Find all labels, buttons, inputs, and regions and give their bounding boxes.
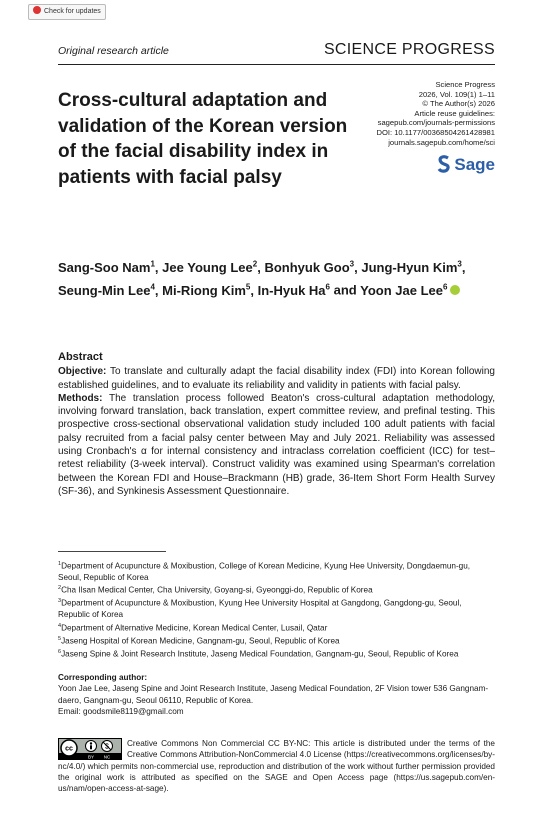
affiliation-number: 3 <box>58 598 62 605</box>
affiliation-number: 5 <box>58 635 62 642</box>
author: Mi-Riong Kim5, <box>162 282 254 298</box>
badge-text: Check for updates <box>44 8 101 15</box>
section-label: Objective: <box>58 366 107 378</box>
author: Jung-Hyun Kim3, <box>361 260 465 275</box>
author-name: In-Hyuk Ha <box>257 282 326 298</box>
author-name: Mi-Riong Kim <box>162 282 246 298</box>
meta-line: Science Progress <box>435 80 495 89</box>
affiliation-number: 4 <box>58 622 62 629</box>
corresponding-line: Email: goodsmile8119@gmail.com <box>58 706 184 716</box>
corresponding-heading: Corresponding author: <box>58 673 148 682</box>
header-rule <box>58 64 495 65</box>
author-separator: , <box>154 260 159 276</box>
orcid-icon <box>450 284 461 295</box>
svg-text:$: $ <box>105 744 109 751</box>
author: Seung-Min Lee4, <box>58 282 159 298</box>
author-affiliation: 4 <box>150 282 155 292</box>
svg-text:cc: cc <box>65 746 73 753</box>
affiliation-text: Department of Alternative Medicine, Kore… <box>61 623 328 633</box>
section-text: To translate and culturally adapt the fa… <box>58 366 495 391</box>
journal-name: SCIENCE PROGRESS <box>323 41 495 58</box>
license-text: Creative Commons Non Commercial CC BY-NC… <box>58 739 495 794</box>
affiliation: 1Department of Acupuncture & Moxibustion… <box>58 559 495 583</box>
section-label: Methods: <box>58 392 103 404</box>
affiliation-text: Department of Acupuncture & Moxibustion,… <box>58 599 462 620</box>
author-separator: and <box>333 282 357 298</box>
sage-mark <box>438 155 451 173</box>
author-affiliation: 3 <box>349 260 355 269</box>
affiliation-number: 1 <box>58 561 62 567</box>
affiliations: 1Department of Acupuncture & Moxibustion… <box>58 559 495 660</box>
author-affiliation: 5 <box>245 282 251 292</box>
cc-by-label: BY <box>88 754 94 759</box>
abstract-body: Objective: To translate and culturally a… <box>58 365 495 498</box>
author-affiliation: 2 <box>252 260 258 269</box>
affiliation-text: Jaseng Hospital of Korean Medicine, Gang… <box>61 636 340 646</box>
author: Jee Young Lee2, <box>162 260 261 275</box>
cc-badge: cc $ BY NC <box>58 738 122 760</box>
update-badge[interactable]: Check for updates <box>28 4 106 20</box>
meta-line: 2026, Vol. 109(1) 1–11 <box>418 89 495 99</box>
author-separator: , <box>250 282 254 298</box>
affiliation: 3Department of Acupuncture & Moxibustion… <box>58 596 495 620</box>
author-affiliation: 6 <box>442 282 448 292</box>
author-separator: , <box>154 282 159 298</box>
author: Sang-Soo Nam1, <box>58 260 159 275</box>
section-text: The translation process followed Beaton'… <box>58 392 495 497</box>
cc-nc-label: NC <box>104 754 111 759</box>
meta-line: journals.sagepub.com/home/sci <box>388 137 495 147</box>
author-affiliation: 6 <box>325 282 330 292</box>
affiliation: 2Cha Ilsan Medical Center, Cha Universit… <box>58 583 495 596</box>
abstract-section: Methods: The translation process followe… <box>58 392 495 498</box>
author-separator: , <box>461 260 466 276</box>
author-list: Sang-Soo Nam1, Jee Young Lee2, Bonhyuk G… <box>58 255 498 300</box>
affiliation-text: Department of Acupuncture & Moxibustion,… <box>58 561 471 583</box>
footnote-rule <box>58 551 166 552</box>
author: Bonhyuk Goo3, <box>264 260 357 275</box>
affiliation: 5Jaseng Hospital of Korean Medicine, Gan… <box>58 634 495 647</box>
affiliation-number: 6 <box>58 648 62 655</box>
publisher-name: Sage <box>454 155 495 174</box>
meta-line: sagepub.com/journals-permissions <box>377 118 495 128</box>
author-name: Bonhyuk Goo <box>264 260 350 276</box>
author-separator: , <box>354 260 358 276</box>
affiliation-number: 2 <box>58 585 62 592</box>
author: In-Hyuk Ha6 <box>257 282 330 298</box>
affiliation-text: Cha Ilsan Medical Center, Cha University… <box>61 586 373 596</box>
corresponding-line: Yoon Jae Lee, Jaseng Spine and Joint Res… <box>58 684 489 705</box>
author-affiliation: 3 <box>457 260 462 269</box>
license: cc $ BY NC Creative Commons Non Commerci… <box>58 738 495 794</box>
author: Yoon Jae Lee6 <box>360 282 461 298</box>
article-meta: Science Progress 2026, Vol. 109(1) 1–11 © … <box>345 80 495 147</box>
article-type: Original research article <box>58 45 169 57</box>
author-separator: , <box>257 260 261 276</box>
author-name: Jee Young Lee <box>162 260 253 276</box>
abstract-section: Objective: To translate and culturally a… <box>58 365 495 392</box>
meta-line: DOI: 10.1177/00368504261428981 <box>376 127 495 137</box>
publisher-logo: Sage <box>437 155 495 175</box>
meta-line: © The Author(s) 2026 <box>422 99 495 109</box>
badge-icon <box>33 6 41 14</box>
affiliation-text: Jaseng Spine & Joint Research Institute,… <box>61 649 459 659</box>
corresponding-author: Corresponding author: Yoon Jae Lee, Jase… <box>58 672 495 717</box>
author-name: Jung-Hyun Kim <box>361 260 458 276</box>
author-name: Yoon Jae Lee <box>360 282 443 298</box>
author-name: Sang-Soo Nam <box>58 260 151 276</box>
affiliation: 4Department of Alternative Medicine, Kor… <box>58 621 495 634</box>
author-name: Seung-Min Lee <box>58 282 151 298</box>
abstract: Abstract Objective: To translate and cul… <box>58 351 495 498</box>
meta-line: Article reuse guidelines: <box>414 108 495 118</box>
author-affiliation: 1 <box>150 260 155 269</box>
article-title: Cross-cultural adaptation and validation… <box>58 90 348 188</box>
abstract-heading: Abstract <box>58 351 103 363</box>
affiliation: 6Jaseng Spine & Joint Research Institute… <box>58 647 495 660</box>
